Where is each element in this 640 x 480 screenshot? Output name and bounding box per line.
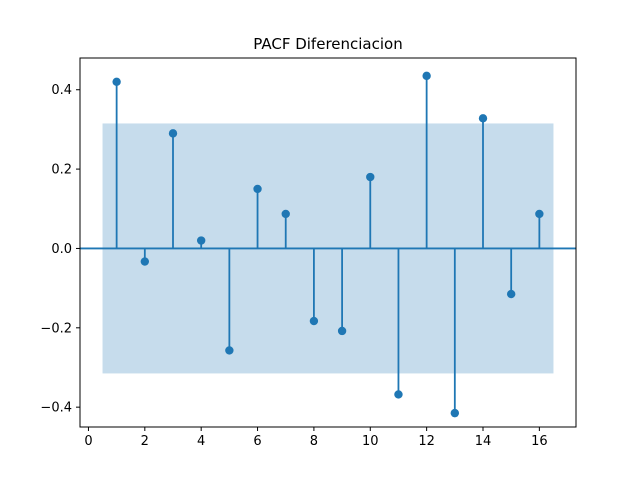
stem-marker-4 [196,236,206,245]
stem-marker-13 [450,408,460,418]
stem-marker-16 [535,209,544,219]
y-tick-label-3: 0.2 [51,163,72,178]
y-tick-label-0: −0.4 [40,401,72,416]
stem-marker-9 [337,326,347,336]
stem-marker-7 [281,209,290,219]
stem-marker-8 [309,316,319,326]
stem-marker-10 [366,172,375,182]
x-tick-label-14: 14 [475,434,492,449]
x-tick-label-2: 2 [141,434,149,449]
x-tick-label-16: 16 [531,434,548,449]
y-tick-label-1: −0.2 [40,321,72,336]
stem-marker-11 [394,390,403,399]
stem-marker-1 [112,77,121,87]
stem-marker-15 [506,289,516,299]
stem-marker-12 [422,71,431,81]
stem-marker-14 [478,114,488,123]
plot-frame [79,57,577,428]
x-tick-label-6: 6 [253,434,261,449]
stem-marker-6 [253,184,262,194]
y-tick-label-2: 0.0 [51,242,72,257]
stem-layer [112,71,544,418]
chart-title: PACF Diferenciacion [253,35,402,53]
axes-layer: 0 2 4 6 8 10 12 14 16 −0.4 −0.2 0.0 0.2 0.4 [40,57,577,449]
stem-marker-2 [140,257,150,266]
x-tick-label-10: 10 [362,434,379,449]
stem-marker-3 [168,129,178,138]
x-tick-label-8: 8 [310,434,318,449]
x-tick-label-4: 4 [197,434,205,449]
x-tick-label-0: 0 [84,434,92,449]
x-tick-label-12: 12 [418,434,435,449]
stem-marker-5 [225,346,234,355]
y-tick-label-4: 0.4 [51,83,72,98]
